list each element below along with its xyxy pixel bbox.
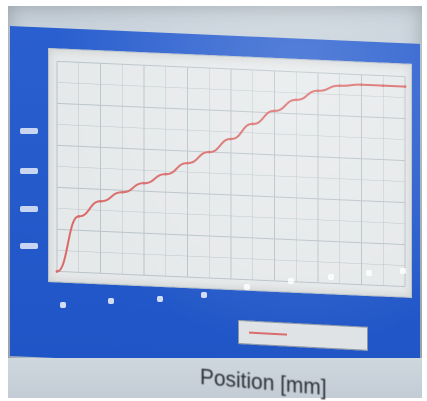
x-tick-blob	[400, 268, 406, 274]
y-tick-blob	[20, 168, 38, 174]
x-tick-blob	[328, 274, 334, 280]
data-point	[164, 173, 167, 176]
y-tick-blob	[20, 206, 38, 212]
data-point	[338, 84, 341, 87]
data-point	[143, 182, 146, 185]
data-point	[360, 83, 363, 86]
data-point	[99, 200, 102, 203]
data-point	[317, 89, 320, 92]
x-tick-blob	[244, 284, 250, 290]
data-point	[404, 85, 407, 88]
line-plot	[49, 49, 411, 297]
x-tick-blob	[288, 278, 294, 284]
y-tick-blob	[20, 243, 38, 249]
data-point	[208, 151, 211, 154]
x-tick-blob	[157, 296, 163, 302]
data-point	[273, 109, 276, 112]
y-tick-blob	[20, 128, 38, 134]
x-tick-blob	[366, 270, 372, 276]
data-point	[382, 84, 385, 87]
x-tick-blob	[108, 298, 114, 304]
plot-area	[48, 48, 412, 298]
legend-swatch	[249, 332, 287, 336]
data-point	[186, 162, 189, 165]
data-point	[251, 122, 254, 125]
data-point	[121, 191, 124, 194]
data-point	[230, 138, 233, 141]
data-point	[295, 98, 298, 101]
x-tick-blob	[201, 292, 207, 298]
x-tick-blob	[60, 302, 66, 308]
